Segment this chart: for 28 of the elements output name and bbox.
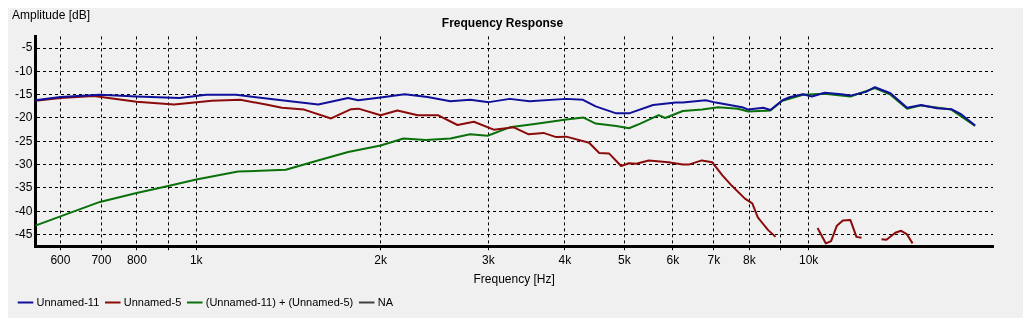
y-tick-label: -35 xyxy=(15,180,33,195)
x-tick-label: 600 xyxy=(50,252,71,267)
x-tick-label: 3k xyxy=(482,252,496,267)
x-tick-label: 5k xyxy=(617,252,632,267)
x-tick-label: 700 xyxy=(91,252,112,267)
y-tick-label: -15 xyxy=(15,86,33,101)
x-axis-title: Frequency [Hz] xyxy=(473,272,555,287)
x-tick-label: 7k xyxy=(707,252,722,267)
y-tick-label: -30 xyxy=(15,156,33,171)
y-axis-title: Amplitude [dB] xyxy=(12,8,91,23)
chart-title: Frequency Response xyxy=(441,15,564,30)
legend-label: (Unnamed-11) + (Unnamed-5) xyxy=(205,295,354,308)
x-tick-label: 2k xyxy=(374,252,388,267)
x-tick-label: 6k xyxy=(666,252,681,267)
x-tick-label: 1k xyxy=(189,252,204,267)
y-tick-label: -25 xyxy=(15,133,33,148)
y-tick-label: -45 xyxy=(15,226,33,241)
legend-label: Unnamed-11 xyxy=(36,295,100,308)
x-tick-label: 800 xyxy=(126,252,148,267)
y-tick-label: -40 xyxy=(15,203,33,218)
x-tick-label: 8k xyxy=(742,252,757,267)
legend-label: Unnamed-5 xyxy=(123,295,182,308)
y-tick-label: -10 xyxy=(15,63,33,78)
y-tick-label: -20 xyxy=(15,110,33,125)
y-tick-label: -5 xyxy=(21,40,33,55)
x-tick-label: 4k xyxy=(558,252,573,267)
x-tick-label: 10k xyxy=(798,252,820,267)
legend-label: NA xyxy=(377,295,394,308)
